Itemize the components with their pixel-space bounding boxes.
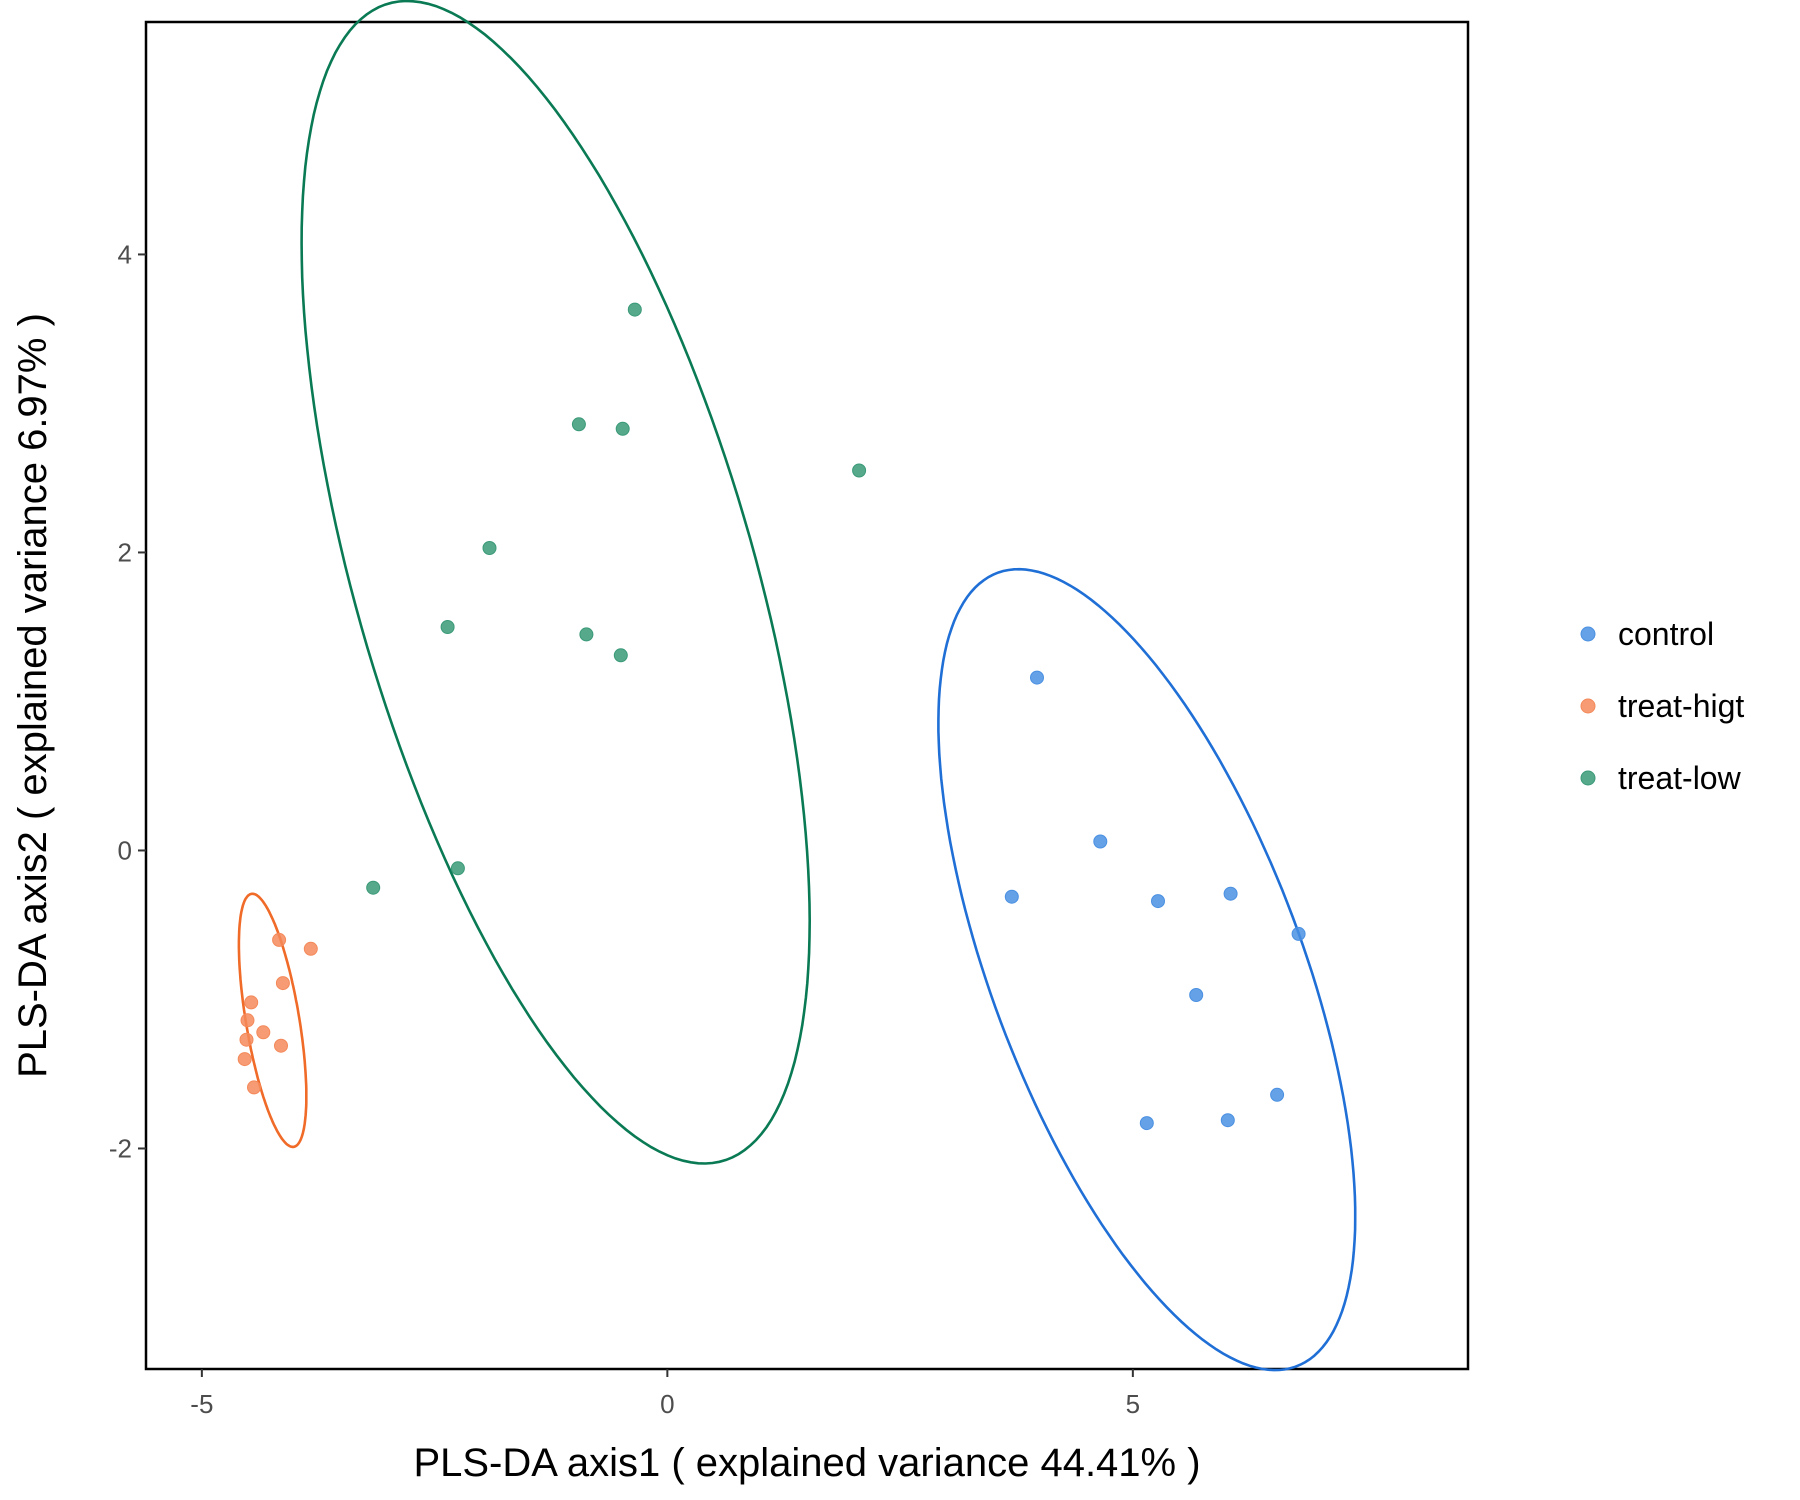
point-control — [1151, 894, 1165, 909]
confidence-ellipses — [237, 0, 1357, 1372]
point-treat-low — [366, 880, 381, 895]
x-axis-ticks: -5 0 5 — [190, 1369, 1140, 1419]
point-treat-low — [615, 421, 630, 436]
panel-border — [144, 20, 1470, 1371]
legend-key-treat-low — [1580, 770, 1596, 786]
point-treat-higt — [274, 1038, 288, 1053]
point-treat-higt — [303, 941, 318, 956]
point-treat-low — [571, 417, 586, 432]
point-control — [1004, 889, 1019, 904]
data-points — [237, 302, 1306, 1131]
x-tick-label: 5 — [1126, 1389, 1140, 1419]
legend-key-treat-higt — [1580, 698, 1596, 714]
point-treat-higt — [239, 1032, 254, 1047]
y-axis-title: PLS-DA axis2 ( explained variance 6.97% … — [11, 313, 55, 1078]
y-tick-label: 0 — [118, 835, 132, 865]
point-control — [1189, 988, 1204, 1002]
y-axis-ticks: -2 0 2 4 — [109, 239, 146, 1163]
point-treat-low — [627, 302, 642, 317]
point-treat-low — [482, 541, 497, 555]
x-tick-label: 0 — [660, 1389, 674, 1419]
legend-label-control: control — [1618, 616, 1714, 652]
point-control — [1220, 1113, 1235, 1128]
point-treat-higt — [237, 1052, 252, 1067]
point-treat-higt — [244, 995, 259, 1010]
point-control — [1270, 1087, 1285, 1102]
point-control — [1223, 886, 1238, 901]
point-control — [1139, 1116, 1154, 1131]
point-treat-higt — [256, 1025, 271, 1040]
x-tick-label: -5 — [190, 1389, 213, 1419]
ellipse-treat-higt — [237, 892, 308, 1149]
point-control — [1093, 834, 1108, 849]
y-tick-label: -2 — [109, 1133, 132, 1163]
ellipse-treat-low — [300, 0, 812, 1165]
legend-key-control — [1580, 626, 1596, 642]
legend-label-treat-low: treat-low — [1618, 760, 1742, 796]
y-tick-label: 4 — [118, 239, 132, 269]
legend-label-treat-higt: treat-higt — [1618, 688, 1744, 724]
point-treat-higt — [247, 1080, 261, 1095]
point-treat-low — [613, 648, 628, 663]
point-treat-low — [579, 627, 594, 642]
point-control — [1030, 670, 1044, 685]
legend: control treat-higt treat-low — [1580, 616, 1744, 796]
ellipse-control — [937, 567, 1357, 1372]
point-treat-low — [450, 861, 465, 876]
point-treat-low — [852, 463, 867, 478]
point-treat-low — [440, 620, 455, 634]
y-tick-label: 2 — [118, 537, 132, 567]
x-axis-title: PLS-DA axis1 ( explained variance 44.41%… — [413, 1441, 1200, 1485]
plot-area — [144, 0, 1470, 1372]
point-treat-higt — [272, 932, 287, 947]
point-treat-higt — [275, 976, 290, 991]
point-treat-higt — [240, 1013, 255, 1028]
point-control — [1291, 926, 1306, 941]
